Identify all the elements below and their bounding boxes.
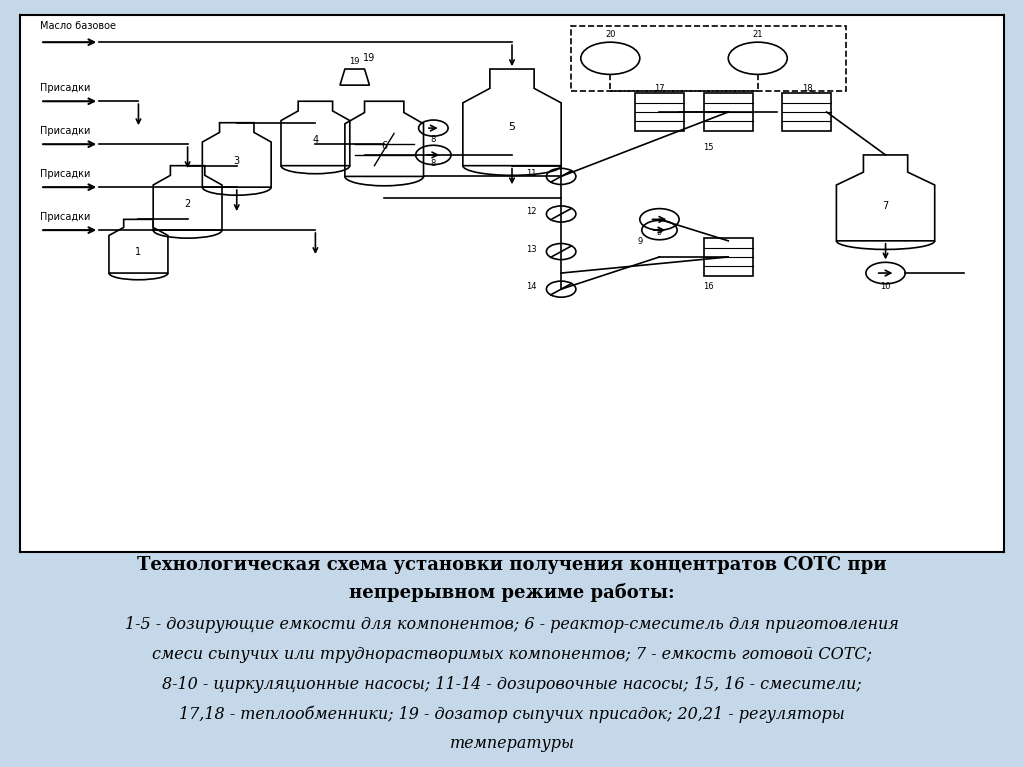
Text: 1-5 - дозирующие емкости для компонентов; 6 - реактор-смеситель для приготовлени: 1-5 - дозирующие емкости для компонентов…	[125, 616, 899, 633]
Text: Присадки: Присадки	[40, 212, 90, 222]
Text: 9: 9	[637, 236, 642, 245]
Text: Присадки: Присадки	[40, 83, 90, 94]
Text: 13: 13	[526, 245, 537, 254]
Bar	[703, 238, 753, 276]
Text: 4: 4	[312, 135, 318, 145]
Text: 6: 6	[381, 141, 387, 151]
Text: температуры: температуры	[450, 736, 574, 752]
Text: 14: 14	[526, 282, 537, 291]
Text: 8-10 - циркуляционные насосы; 11-14 - дозировочные насосы; 15, 16 - смесители;: 8-10 - циркуляционные насосы; 11-14 - до…	[162, 676, 862, 693]
Text: 15: 15	[703, 143, 714, 152]
Text: непрерывном режиме работы:: непрерывном режиме работы:	[349, 583, 675, 601]
Bar	[703, 94, 753, 131]
Text: 19: 19	[364, 53, 376, 63]
Bar	[635, 94, 684, 131]
Text: 2: 2	[184, 199, 190, 209]
Text: 9: 9	[656, 229, 663, 238]
Text: смеси сыпучих или труднорастворимых компонентов; 7 - емкость готовой СОТС;: смеси сыпучих или труднорастворимых комп…	[152, 646, 872, 663]
Text: 10: 10	[881, 282, 891, 291]
Text: 5: 5	[509, 122, 515, 132]
Text: 18: 18	[802, 84, 812, 93]
Text: 12: 12	[526, 207, 537, 216]
Text: 11: 11	[526, 170, 537, 179]
Bar	[782, 94, 831, 131]
Text: 16: 16	[703, 282, 714, 291]
Text: 20: 20	[605, 30, 615, 39]
Text: 1: 1	[135, 246, 141, 257]
Bar	[571, 26, 846, 91]
Text: 17,18 - теплообменники; 19 - дозатор сыпучих присадок; 20,21 - регуляторы: 17,18 - теплообменники; 19 - дозатор сып…	[179, 706, 845, 723]
Text: 8: 8	[431, 134, 436, 143]
Text: Присадки: Присадки	[40, 126, 90, 137]
Text: 3: 3	[233, 156, 240, 166]
Text: 7: 7	[883, 202, 889, 212]
Text: 21: 21	[753, 30, 763, 39]
Text: 17: 17	[654, 84, 665, 93]
Text: 19: 19	[349, 57, 360, 66]
Text: Присадки: Присадки	[40, 169, 90, 179]
Text: Технологическая схема установки получения концентратов СОТС при: Технологическая схема установки получени…	[137, 555, 887, 574]
Text: Масло базовое: Масло базовое	[40, 21, 116, 31]
Text: 8: 8	[431, 159, 436, 168]
